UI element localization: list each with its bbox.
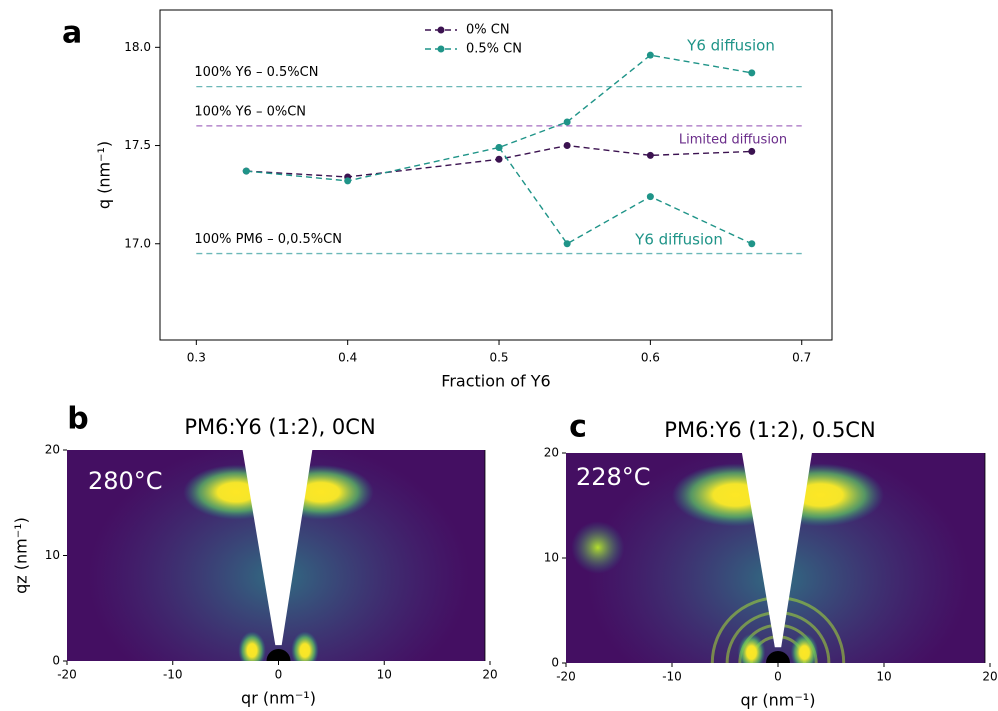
panel-label: a: [62, 16, 82, 51]
data-point: [563, 118, 571, 126]
panel-label: c: [569, 410, 587, 445]
plot-frame: [159, 9, 833, 341]
data-point: [748, 240, 756, 248]
data-point: [495, 144, 503, 151]
x-tick-label: 20: [982, 670, 997, 684]
spot: [737, 633, 766, 663]
beamstop: [266, 649, 291, 661]
series-line: [246, 54, 753, 245]
x-tick-label: 0: [275, 668, 283, 682]
data-point: [748, 147, 756, 155]
spot: [291, 631, 319, 661]
legend-marker: [437, 26, 445, 34]
beamstop-wedge: [242, 450, 313, 646]
x-tick-label: -10: [163, 668, 183, 682]
legend-marker: [437, 45, 445, 53]
x-tick-label: -10: [662, 670, 682, 684]
x-tick-label: 0.3: [187, 351, 206, 365]
y-tick-label: 17.0: [124, 236, 151, 250]
data-point: [495, 155, 503, 163]
data-point: [344, 177, 352, 185]
data-point: [646, 151, 654, 159]
data-point: [563, 142, 571, 150]
data-point: [242, 167, 250, 175]
x-axis-label: Fraction of Y6: [441, 372, 550, 391]
y-tick-label: 17.5: [124, 138, 151, 152]
panel-title: PM6:Y6 (1:2), 0.5CN: [664, 418, 875, 442]
x-tick-label: 10: [377, 668, 392, 682]
blob: [571, 521, 625, 574]
beamstop-wedge: [741, 453, 812, 648]
x-tick-label: 0.7: [792, 351, 811, 365]
panel-title: PM6:Y6 (1:2), 0CN: [184, 415, 375, 439]
annotation: Y6 diffusion: [686, 37, 775, 55]
annotation: Y6 diffusion: [634, 231, 723, 249]
annotation: Limited diffusion: [679, 133, 787, 148]
data-point: [563, 240, 571, 248]
x-axis-label: qr (nm⁻¹): [741, 691, 816, 710]
detector-image: [67, 450, 485, 661]
data-point: [748, 69, 756, 77]
data-point: [646, 51, 654, 59]
x-axis-label: qr (nm⁻¹): [241, 689, 316, 708]
reference-label: 100% Y6 – 0.5%CN: [194, 65, 318, 80]
spot: [790, 633, 819, 663]
x-tick-label: 0.4: [338, 351, 357, 365]
y-tick-label: 20: [544, 446, 559, 460]
legend-label: 0.5% CN: [466, 42, 522, 57]
x-tick-label: 10: [876, 670, 891, 684]
x-tick-label: 20: [482, 668, 497, 682]
reference-label: 100% PM6 – 0,0.5%CN: [194, 232, 342, 247]
y-tick-label: 0: [551, 656, 559, 670]
temperature-label: 280°C: [88, 467, 163, 495]
data-point: [646, 193, 654, 201]
y-axis-label: q (nm⁻¹): [95, 141, 114, 209]
detector-image: [566, 453, 985, 663]
y-tick-label: 20: [45, 443, 60, 457]
spot: [238, 631, 266, 661]
temperature-label: 228°C: [576, 463, 651, 491]
x-tick-label: 0.6: [641, 351, 660, 365]
y-tick-label: 10: [544, 551, 559, 565]
y-tick-label: 0: [52, 654, 60, 668]
x-tick-label: -20: [556, 670, 576, 684]
reference-label: 100% Y6 – 0%CN: [194, 104, 306, 119]
panel-label: b: [67, 402, 88, 437]
x-tick-label: 0.5: [489, 351, 508, 365]
series-line: [246, 144, 752, 178]
x-tick-label: -20: [57, 668, 77, 682]
beamstop: [766, 651, 790, 663]
y-tick-label: 18.0: [124, 40, 151, 54]
y-tick-label: 10: [45, 548, 60, 562]
legend-label: 0% CN: [466, 23, 510, 38]
y-axis-label: qz (nm⁻¹): [12, 517, 31, 594]
x-tick-label: 0: [774, 670, 782, 684]
